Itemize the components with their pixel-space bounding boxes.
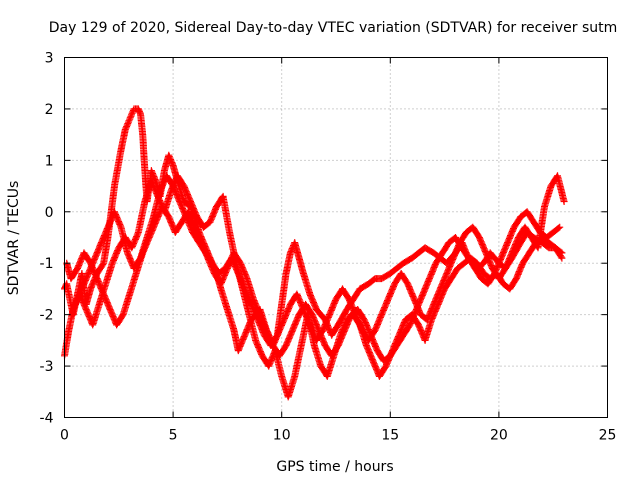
data-point bbox=[125, 117, 133, 125]
series-track-b bbox=[61, 172, 566, 401]
y-tick-label: -1 bbox=[40, 256, 54, 272]
data-point bbox=[557, 253, 565, 261]
tick-labels: 0 5 10 15 20 25 -4 -3 -2 -1 0 1 2 3 bbox=[40, 51, 617, 444]
y-tick-label: -3 bbox=[40, 359, 54, 375]
x-tick-label: 20 bbox=[490, 428, 508, 444]
y-tick-label: 0 bbox=[45, 205, 54, 221]
y-tick-label: -4 bbox=[40, 411, 54, 427]
plot-frame bbox=[64, 57, 608, 418]
x-tick-label: 10 bbox=[273, 428, 291, 444]
x-tick-label: 0 bbox=[60, 428, 69, 444]
y-tick-label: 1 bbox=[45, 153, 54, 169]
data-point bbox=[556, 223, 564, 231]
y-tick-label: -2 bbox=[40, 308, 54, 324]
ticks bbox=[64, 57, 608, 418]
y-axis-label: SDTVAR / TECUs bbox=[6, 181, 22, 296]
x-tick-label: 25 bbox=[599, 428, 617, 444]
data-point bbox=[560, 198, 568, 205]
data-point bbox=[555, 224, 563, 232]
chart-title: Day 129 of 2020, Sidereal Day-to-day VTE… bbox=[49, 20, 618, 36]
data-points bbox=[61, 105, 568, 401]
y-tick-label: 3 bbox=[45, 51, 54, 67]
x-tick-label: 5 bbox=[169, 428, 178, 444]
y-tick-label: 2 bbox=[45, 102, 54, 118]
series-track-d bbox=[71, 172, 568, 349]
x-tick-label: 15 bbox=[381, 428, 399, 444]
grid bbox=[64, 57, 608, 418]
data-point bbox=[558, 254, 566, 262]
x-axis-label: GPS time / hours bbox=[276, 459, 393, 475]
